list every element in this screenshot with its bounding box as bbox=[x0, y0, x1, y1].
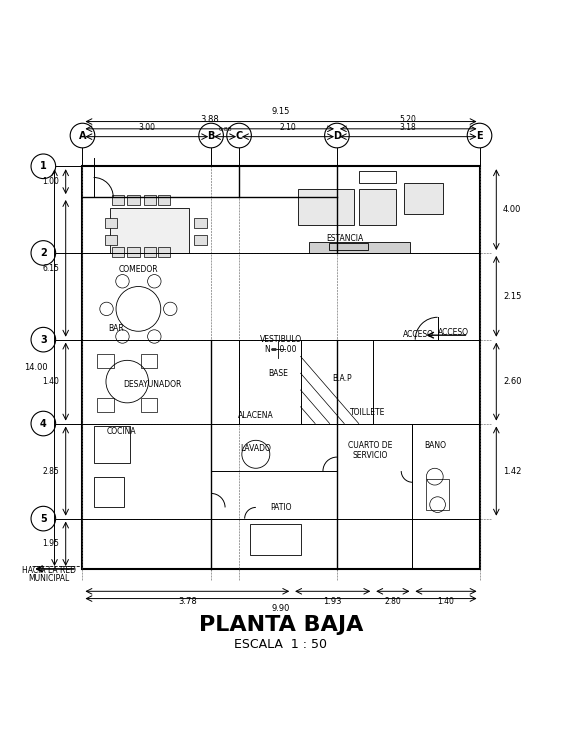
Text: 3.18: 3.18 bbox=[400, 123, 416, 132]
Bar bbox=[105, 235, 117, 244]
Bar bbox=[140, 354, 157, 368]
Bar bbox=[140, 398, 157, 412]
Text: 2.10: 2.10 bbox=[280, 123, 296, 132]
Text: ESTANCIA: ESTANCIA bbox=[327, 235, 364, 244]
Bar bbox=[144, 196, 156, 205]
Text: ACCESO: ACCESO bbox=[402, 329, 433, 338]
Bar bbox=[359, 171, 396, 183]
Text: C: C bbox=[235, 131, 243, 141]
Text: 1.40: 1.40 bbox=[42, 377, 59, 386]
Text: D: D bbox=[333, 131, 341, 141]
Text: 1.95: 1.95 bbox=[42, 539, 59, 548]
Bar bbox=[111, 247, 124, 257]
Bar bbox=[298, 189, 353, 225]
Text: 2: 2 bbox=[40, 248, 47, 258]
Bar bbox=[194, 218, 207, 228]
Text: DESAYUNADOR: DESAYUNADOR bbox=[123, 380, 182, 389]
Text: 2.80: 2.80 bbox=[384, 597, 401, 606]
Text: B: B bbox=[207, 131, 215, 141]
Bar bbox=[329, 244, 368, 250]
Bar bbox=[83, 166, 479, 569]
Text: MUNICIPAL: MUNICIPAL bbox=[28, 575, 70, 584]
Text: ACCESO: ACCESO bbox=[438, 329, 469, 338]
Text: 2.85: 2.85 bbox=[42, 466, 59, 475]
Bar bbox=[105, 218, 117, 228]
Text: 6.15: 6.15 bbox=[42, 264, 59, 273]
Text: B.A.P: B.A.P bbox=[333, 374, 352, 384]
Text: 1: 1 bbox=[40, 161, 47, 171]
Text: PLANTA BAJA: PLANTA BAJA bbox=[199, 615, 363, 635]
Text: SERVICIO: SERVICIO bbox=[353, 451, 388, 460]
Text: BANO: BANO bbox=[424, 441, 446, 450]
Text: 4: 4 bbox=[40, 419, 47, 429]
Text: 5: 5 bbox=[40, 514, 47, 523]
Text: CUARTO DE: CUARTO DE bbox=[348, 441, 393, 450]
Text: BASE: BASE bbox=[268, 368, 288, 378]
Text: 2.60: 2.60 bbox=[503, 377, 522, 386]
Text: HACIA LA RED: HACIA LA RED bbox=[22, 566, 76, 575]
Bar bbox=[94, 477, 124, 508]
Text: 3: 3 bbox=[40, 335, 47, 344]
Text: 5.20: 5.20 bbox=[400, 115, 416, 124]
Text: 1.93: 1.93 bbox=[324, 597, 342, 606]
Bar bbox=[309, 242, 410, 253]
Text: E: E bbox=[476, 131, 483, 141]
Text: 3.78: 3.78 bbox=[178, 597, 197, 606]
Text: A: A bbox=[79, 131, 86, 141]
Text: COMEDOR: COMEDOR bbox=[119, 265, 158, 274]
Bar bbox=[250, 524, 301, 555]
Bar bbox=[144, 247, 156, 257]
Bar bbox=[127, 196, 139, 205]
Text: 9.90: 9.90 bbox=[272, 604, 290, 613]
Text: 4.00: 4.00 bbox=[503, 205, 522, 214]
Text: 9.15: 9.15 bbox=[272, 107, 290, 116]
Text: 1.42: 1.42 bbox=[503, 466, 522, 475]
Bar bbox=[127, 247, 139, 257]
Bar bbox=[158, 196, 170, 205]
Text: 1.00: 1.00 bbox=[42, 177, 59, 186]
Text: 14.00: 14.00 bbox=[24, 363, 48, 372]
Bar bbox=[97, 354, 114, 368]
Bar bbox=[427, 480, 449, 510]
Text: LAVADO: LAVADO bbox=[241, 444, 271, 453]
Bar bbox=[301, 340, 373, 423]
Text: 1.40: 1.40 bbox=[438, 597, 455, 606]
Bar bbox=[111, 196, 124, 205]
Text: 0.88: 0.88 bbox=[218, 127, 232, 132]
Text: 2.15: 2.15 bbox=[503, 292, 522, 301]
Bar bbox=[97, 398, 114, 412]
Bar bbox=[404, 183, 443, 214]
Bar bbox=[158, 247, 170, 257]
Bar bbox=[194, 235, 207, 244]
Bar bbox=[94, 426, 130, 462]
Bar bbox=[359, 189, 396, 225]
Bar bbox=[413, 423, 479, 569]
Text: BAR: BAR bbox=[108, 324, 124, 333]
Text: ESCALA  1 : 50: ESCALA 1 : 50 bbox=[234, 638, 328, 651]
Text: 3.00: 3.00 bbox=[138, 123, 155, 132]
Text: 3.88: 3.88 bbox=[200, 115, 219, 124]
Text: COCINA: COCINA bbox=[107, 427, 137, 436]
Text: PATIO: PATIO bbox=[270, 503, 292, 512]
Text: N= 0.00: N= 0.00 bbox=[265, 344, 297, 353]
Text: TOILLETE: TOILLETE bbox=[350, 408, 386, 417]
Bar bbox=[111, 208, 189, 253]
Text: ALACENA: ALACENA bbox=[238, 411, 274, 420]
Text: VESTIBULO: VESTIBULO bbox=[260, 335, 302, 344]
